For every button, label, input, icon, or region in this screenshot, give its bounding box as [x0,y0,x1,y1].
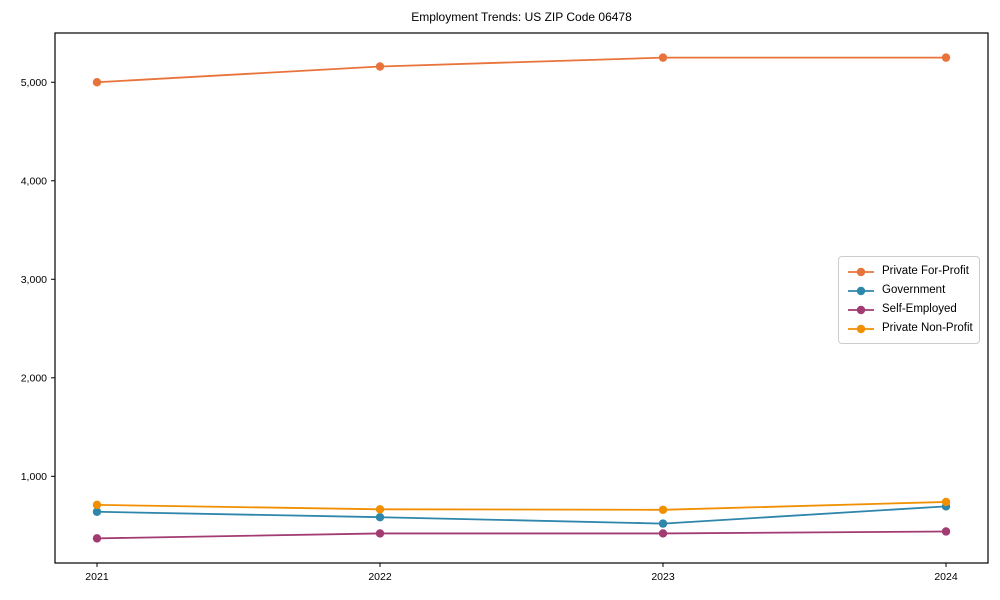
data-point-government [375,512,385,522]
y-tick-label: 5,000 [21,77,47,89]
data-point-private-non-profit [941,497,951,507]
data-point-government [92,507,102,516]
legend-item-private-non-profit: Private Non-Profit [847,321,973,335]
legend-label: Private For-Profit [882,264,969,277]
y-tick-label: 3,000 [21,274,47,286]
x-tick-label: 2021 [85,571,109,583]
series-line-private-for-profit [96,56,947,84]
data-point-private-for-profit [375,62,385,71]
series-line-government [96,505,947,525]
data-point-self-employed [941,527,951,536]
x-tick-label: 2024 [934,571,958,583]
series-line-private-non-profit [96,501,947,511]
data-point-private-for-profit [941,53,951,62]
data-point-private-non-profit [92,500,102,510]
data-point-self-employed [92,534,102,543]
plot-frame [54,32,989,564]
y-tick-label: 4,000 [21,175,47,187]
x-tick-label: 2023 [651,571,675,583]
legend-label: Private Non-Profit [882,321,973,334]
data-point-private-for-profit [92,78,102,87]
y-tick-label: 1,000 [21,471,47,483]
legend-label: Government [882,283,946,296]
series-line-self-employed [96,530,947,540]
legend: Private For-Profit Government Self-Emplo… [838,256,980,344]
legend-item-government: Government [847,283,971,297]
data-point-private-for-profit [658,53,668,62]
data-point-private-non-profit [375,505,385,514]
data-point-self-employed [375,529,385,538]
chart-title: Employment Trends: US ZIP Code 06478 [411,10,632,24]
legend-marker-icon [848,324,874,333]
y-tick-label: 2,000 [21,372,47,384]
x-tick-label: 2022 [368,571,392,583]
legend-marker-icon [848,286,874,295]
legend-item-self-employed: Self-Employed [847,302,971,316]
data-point-private-non-profit [658,505,668,515]
data-point-self-employed [658,529,668,538]
legend-label: Self-Employed [882,302,957,315]
legend-item-private-for-profit: Private For-Profit [847,264,971,278]
legend-marker-icon [848,305,874,314]
data-point-government [658,519,668,528]
legend-marker-icon [848,267,874,276]
